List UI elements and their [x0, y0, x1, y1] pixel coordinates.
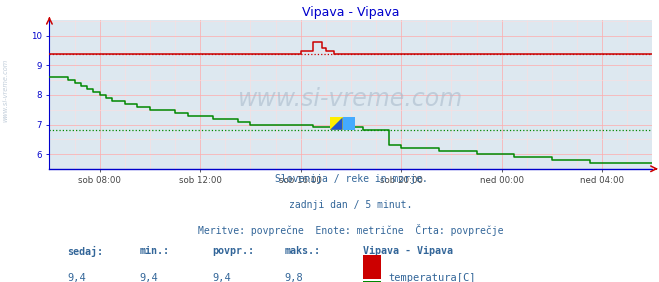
Text: www.si-vreme.com: www.si-vreme.com: [239, 87, 463, 111]
Text: Vipava - Vipava: Vipava - Vipava: [363, 246, 453, 256]
Text: povpr.:: povpr.:: [212, 246, 254, 256]
Bar: [363, 281, 381, 282]
Text: temperatura[C]: temperatura[C]: [388, 273, 476, 282]
Bar: [343, 117, 355, 130]
Bar: [330, 117, 343, 130]
Text: 9,4: 9,4: [140, 273, 159, 282]
Text: 9,8: 9,8: [285, 273, 303, 282]
Text: Meritve: povprečne  Enote: metrične  Črta: povprečje: Meritve: povprečne Enote: metrične Črta:…: [198, 224, 503, 236]
Text: Slovenija / reke in morje.: Slovenija / reke in morje.: [275, 174, 427, 184]
Title: Vipava - Vipava: Vipava - Vipava: [302, 6, 399, 19]
Text: zadnji dan / 5 minut.: zadnji dan / 5 minut.: [289, 200, 413, 210]
Bar: [363, 255, 381, 279]
Text: www.si-vreme.com: www.si-vreme.com: [2, 59, 9, 122]
Text: min.:: min.:: [140, 246, 170, 256]
Polygon shape: [330, 117, 343, 130]
Text: maks.:: maks.:: [285, 246, 320, 256]
Text: sedaj:: sedaj:: [67, 246, 103, 257]
Text: 9,4: 9,4: [67, 273, 86, 282]
Text: 9,4: 9,4: [212, 273, 231, 282]
